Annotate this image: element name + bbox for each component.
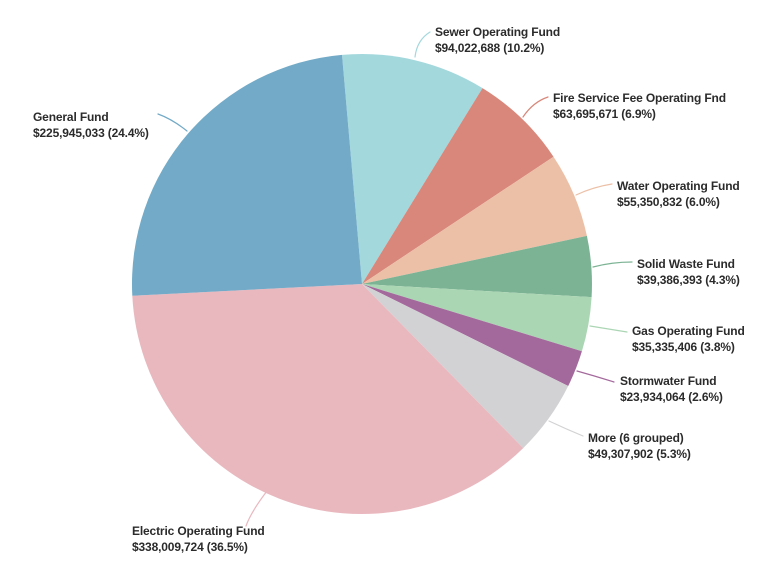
pie-slice-stormwater-fund[interactable]: [362, 284, 582, 386]
leader-line-fire-service-fee-operating-fnd: [522, 96, 549, 118]
leader-line-more-6-grouped: [548, 420, 584, 437]
leader-line-gas-operating-fund: [589, 325, 628, 333]
leader-line-general-fund: [157, 113, 188, 132]
pie-slice-sewer-operating-fund[interactable]: [342, 54, 483, 285]
pie-slice-gas-operating-fund[interactable]: [362, 284, 592, 352]
pie-slice-electric-operating-fund[interactable]: [132, 284, 524, 515]
leader-line-sewer-operating-fund: [414, 31, 431, 58]
pie-slice-water-operating-fund[interactable]: [362, 156, 587, 284]
leader-line-stormwater-fund: [576, 370, 615, 383]
pie-slice-solid-waste-fund[interactable]: [362, 235, 592, 298]
pie-slice-general-fund[interactable]: [131, 54, 362, 296]
leader-line-electric-operating-fund: [245, 490, 268, 527]
pie-slice-more-6-grouped[interactable]: [362, 284, 569, 449]
leader-line-solid-waste-fund: [592, 261, 633, 268]
pie-slice-fire-service-fee-operating-fnd[interactable]: [362, 88, 554, 284]
leader-line-water-operating-fund: [575, 183, 613, 196]
